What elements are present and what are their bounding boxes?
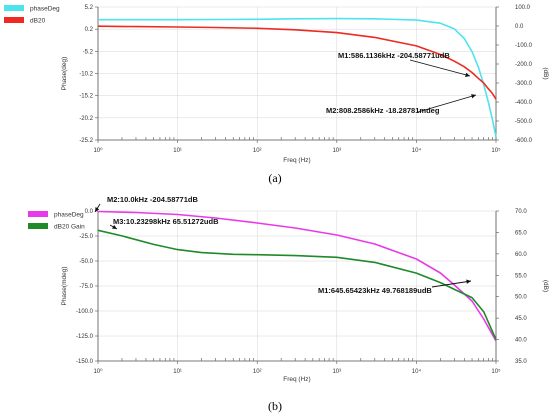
x-tick-label: 10⁴ [412, 368, 422, 375]
y-tick-label: -25.2 [79, 138, 93, 144]
marker-arrowhead [466, 279, 471, 284]
legend-swatch [4, 5, 24, 11]
marker-arrowhead [112, 224, 117, 229]
legend-swatch [28, 211, 48, 217]
y-tick-label: -100.0 [76, 309, 94, 315]
y2-tick-label: 65.0 [515, 230, 527, 236]
y2-tick-label: 100.0 [515, 5, 531, 11]
y-tick-label: 0.2 [85, 27, 94, 33]
y2-tick-label: -200.0 [515, 62, 533, 68]
y2-tick-label: -600.0 [515, 138, 533, 144]
y2-tick-label: -300.0 [515, 81, 533, 87]
marker-label: M1:586.1136kHz -204.58771udB [338, 51, 450, 60]
y-tick-label: -50.0 [79, 259, 93, 265]
x-tick-label: 10¹ [173, 148, 182, 154]
chart-panel-b: 10⁰ 10¹ 10² 10³ 10⁴ 10⁵ 0.0 -25.0 -50.0 -75.0 -100… [28, 195, 549, 413]
x-tick-label: 10⁰ [93, 368, 103, 375]
y-tick-label: -25.0 [79, 234, 93, 240]
series-line-phasedeg [97, 210, 497, 342]
x-tick-label: 10³ [332, 148, 341, 154]
x-tick-label: 10⁰ [93, 147, 103, 154]
series-line-db20-gain [97, 229, 497, 340]
x-tick-label: 10² [253, 369, 262, 375]
y-tick-label: -125.0 [76, 334, 94, 340]
y-tick-label: -5.2 [83, 49, 94, 55]
x-tick-label: 10⁵ [491, 368, 501, 375]
y-tick-label: 0.0 [85, 209, 94, 215]
marker-arrow-line [431, 280, 472, 288]
y2-tick-label: -500.0 [515, 119, 533, 125]
y2-tick-label: 70.0 [515, 209, 527, 215]
x-tick-label: 10¹ [173, 369, 182, 375]
y2-tick-label: 45.0 [515, 316, 527, 322]
y2-tick-label: 55.0 [515, 273, 527, 279]
y2-tick-label: 40.0 [515, 338, 527, 344]
y-axis-title: Phase(deg) [61, 57, 68, 91]
y-tick-label: -75.0 [79, 284, 93, 290]
series-line-phasedeg [98, 17, 497, 138]
marker-label: M1:645.65423kHz 49.768189udB [318, 286, 432, 295]
marker-label: M3:10.23298kHz 65.51272udB [113, 217, 219, 226]
y-tick-label: -10.2 [79, 72, 93, 78]
x-axis-title: Freq (Hz) [283, 157, 310, 164]
y-tick-label: -15.2 [79, 94, 93, 100]
marker-arrow-line [417, 94, 477, 113]
marker-label: M2:10.0kHz -204.58771dB [107, 195, 198, 204]
y2-tick-label: 0.0 [515, 24, 524, 30]
x-axis-title: Freq (Hz) [283, 376, 310, 383]
y2-tick-label: -400.0 [515, 100, 533, 106]
legend-label: phaseDeg [54, 212, 84, 219]
panel-label: (a) [268, 171, 281, 185]
x-tick-label: 10⁵ [491, 147, 501, 154]
legend-swatch [4, 17, 24, 23]
legend-label: phaseDeg [30, 6, 60, 13]
marker-label: M2:808.2586kHz -18.28781mdeg [326, 106, 440, 115]
chart-panel-a: 10⁰ 10¹ 10² 10³ 10⁴ 10⁵ 5.2 0.2 -5.2 -10.2 -15.2 -2… [4, 5, 549, 185]
y2-axis-title: (dB) [542, 67, 549, 79]
marker-arrowhead [95, 207, 100, 212]
y2-tick-label: -100.0 [515, 43, 533, 49]
marker-arrowhead [465, 72, 470, 77]
x-tick-label: 10⁴ [412, 147, 422, 154]
marker-arrow-line [409, 59, 471, 77]
y-axis-title: Phase(mdeg) [61, 266, 68, 305]
panel-label: (b) [268, 399, 282, 413]
legend-swatch [28, 223, 48, 229]
y-tick-label: 5.2 [85, 5, 94, 11]
marker-arrowhead [471, 94, 476, 99]
legend-label: dB20 Gain [54, 224, 85, 231]
y2-axis-title: (dB) [542, 280, 549, 292]
y-tick-label: -20.2 [79, 116, 93, 122]
y2-tick-label: 60.0 [515, 252, 527, 258]
legend-label: dB20 [30, 18, 46, 25]
x-tick-label: 10³ [332, 369, 341, 375]
x-tick-label: 10² [253, 148, 262, 154]
y2-tick-label: 35.0 [515, 359, 527, 365]
series-line-db20 [97, 25, 497, 100]
y2-tick-label: 50.0 [515, 295, 527, 301]
y-tick-label: -150.0 [76, 359, 94, 365]
